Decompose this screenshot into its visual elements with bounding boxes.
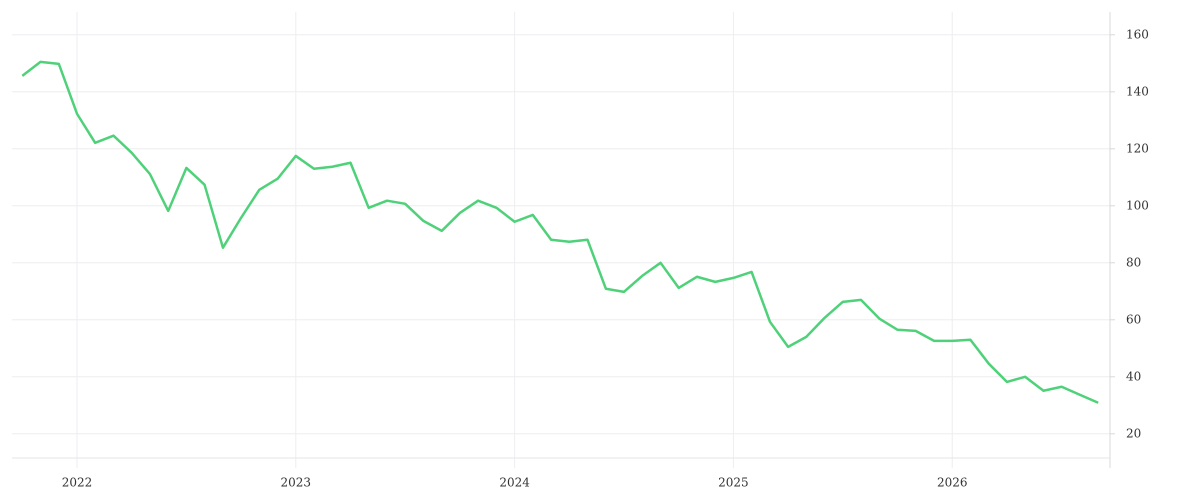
x-tick-label: 2025 [718, 476, 749, 490]
x-tick-label: 2026 [937, 476, 968, 490]
grid [12, 12, 1110, 468]
y-tick-label: 20 [1126, 426, 1141, 440]
y-tick-label: 160 [1126, 27, 1149, 41]
x-tick-label: 2023 [281, 476, 312, 490]
y-tick-label: 140 [1126, 84, 1149, 98]
y-tick-label: 60 [1126, 312, 1141, 326]
x-tick-label: 2022 [62, 476, 93, 490]
y-tick-label: 40 [1126, 369, 1141, 383]
line-series [21, 60, 1099, 404]
y-tick-label: 100 [1126, 198, 1149, 212]
y-tick-label: 80 [1126, 255, 1141, 269]
y-tick-label: 120 [1126, 141, 1149, 155]
x-tick-label: 2024 [499, 476, 530, 490]
